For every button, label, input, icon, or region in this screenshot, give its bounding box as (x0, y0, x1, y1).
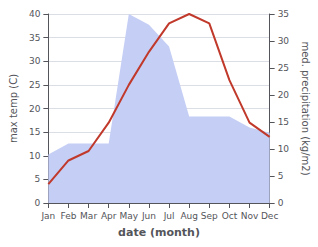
svg-text:Sep: Sep (201, 211, 218, 221)
svg-text:Jun: Jun (141, 211, 156, 221)
svg-text:25: 25 (29, 80, 40, 90)
svg-text:Apr: Apr (101, 211, 117, 221)
svg-text:Nov: Nov (241, 211, 259, 221)
svg-text:35: 35 (29, 33, 40, 43)
svg-text:0: 0 (278, 198, 284, 208)
svg-text:Jan: Jan (40, 211, 55, 221)
svg-text:20: 20 (29, 104, 41, 114)
svg-text:15: 15 (29, 127, 40, 137)
svg-text:Oct: Oct (222, 211, 238, 221)
svg-text:May: May (120, 211, 139, 221)
svg-text:5: 5 (35, 174, 41, 184)
svg-text:Dec: Dec (261, 211, 278, 221)
svg-text:30: 30 (278, 36, 290, 46)
svg-text:15: 15 (278, 117, 289, 127)
svg-text:date (month): date (month) (118, 226, 200, 239)
svg-text:25: 25 (278, 63, 289, 73)
svg-text:max temp (C): max temp (C) (8, 74, 19, 143)
svg-text:0: 0 (35, 198, 41, 208)
svg-text:10: 10 (29, 151, 41, 161)
svg-text:5: 5 (278, 171, 284, 181)
svg-text:Feb: Feb (61, 211, 77, 221)
svg-text:30: 30 (29, 56, 41, 66)
svg-text:40: 40 (29, 9, 41, 19)
svg-text:20: 20 (278, 90, 290, 100)
svg-text:Jul: Jul (163, 211, 175, 221)
svg-text:35: 35 (278, 9, 289, 19)
svg-text:10: 10 (278, 144, 290, 154)
svg-text:Mar: Mar (80, 211, 97, 221)
svg-text:med. precipitation (kg/m2): med. precipitation (kg/m2) (300, 41, 311, 175)
svg-text:Aug: Aug (180, 211, 198, 221)
